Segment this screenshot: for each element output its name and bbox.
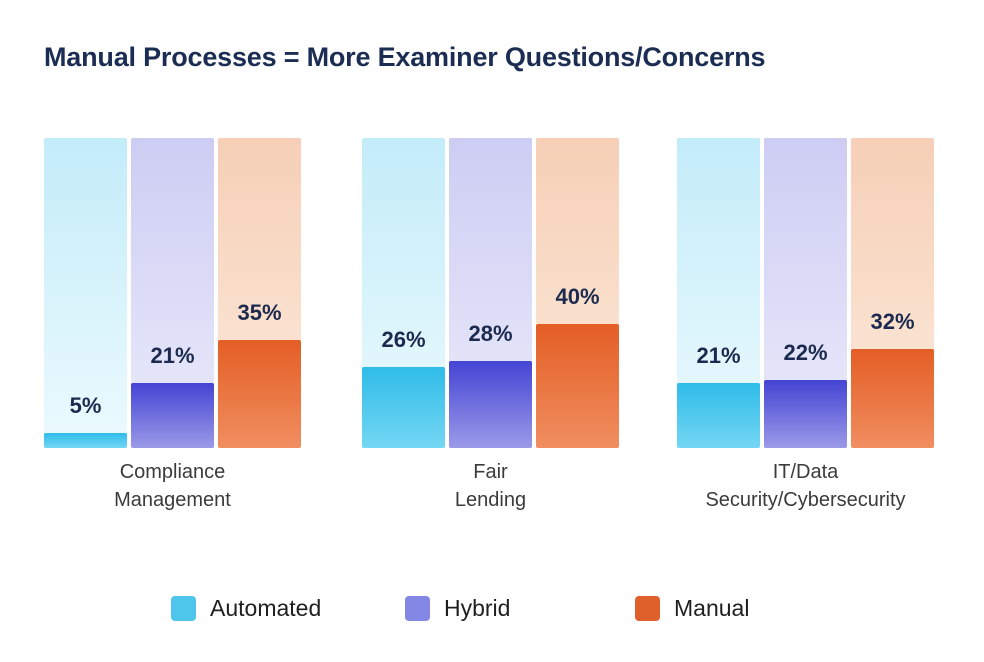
value-label-manual: 32% xyxy=(870,308,915,334)
legend-swatch-automated xyxy=(171,596,196,621)
bar-fill-hybrid xyxy=(131,382,214,448)
category-label: Compliance Management xyxy=(114,461,231,511)
value-label-automated: 26% xyxy=(381,327,426,353)
bar-track-hybrid: 22% xyxy=(764,138,847,448)
bar-fill-manual xyxy=(218,339,301,448)
bar-chart: 5% 21% 35% Compliance Management 26% 28% 40% Fa… xyxy=(44,138,940,511)
bar-fill-automated xyxy=(677,382,760,448)
bar-row: 5% 21% 35% xyxy=(44,138,301,448)
bar-track-hybrid: 28% xyxy=(449,138,532,448)
bar-fill-manual xyxy=(851,348,934,448)
bar-fill-hybrid xyxy=(449,361,532,448)
legend-item-manual: Manual xyxy=(635,596,749,621)
bar-track-automated: 26% xyxy=(362,138,445,448)
bar-track-manual: 32% xyxy=(851,138,934,448)
value-label-hybrid: 21% xyxy=(150,342,195,368)
bar-group-3: 21% 22% 32% IT/Data Security/Cybersecurity xyxy=(677,138,934,514)
value-label-hybrid: 22% xyxy=(783,339,828,365)
value-label-manual: 35% xyxy=(237,299,282,325)
page-title: Manual Processes = More Examiner Questio… xyxy=(44,42,766,72)
legend-label-hybrid: Hybrid xyxy=(444,595,511,621)
value-label-automated: 5% xyxy=(69,392,102,418)
legend-item-automated: Automated xyxy=(171,596,321,621)
bar-fill-manual xyxy=(536,324,619,448)
bar-track-manual: 35% xyxy=(218,138,301,448)
bar-row: 26% 28% 40% xyxy=(362,138,619,448)
bar-group-2: 26% 28% 40% Fair Lending xyxy=(362,138,619,514)
legend-label-manual: Manual xyxy=(674,595,750,621)
bar-fill-hybrid xyxy=(764,379,847,448)
bar-group-1: 5% 21% 35% Compliance Management xyxy=(44,138,301,514)
bar-track-automated: 21% xyxy=(677,138,760,448)
value-label-manual: 40% xyxy=(555,284,600,309)
bar-track-manual: 40% xyxy=(536,138,619,448)
bar-fill-automated xyxy=(44,432,127,448)
value-label-automated: 21% xyxy=(696,342,741,368)
bar-track-automated: 5% xyxy=(44,138,127,448)
legend-swatch-manual xyxy=(635,596,660,621)
legend-item-hybrid: Hybrid xyxy=(405,596,510,621)
legend-label-automated: Automated xyxy=(210,595,322,621)
bar-row: 21% 22% 32% xyxy=(677,138,934,448)
bar-track-hybrid: 21% xyxy=(131,138,214,448)
category-label: IT/Data Security/Cybersecurity xyxy=(705,461,906,511)
category-label: Fair Lending xyxy=(454,461,527,511)
chart-legend: Automated Hybrid Manual xyxy=(0,596,984,626)
legend-swatch-hybrid xyxy=(405,596,430,621)
value-label-hybrid: 28% xyxy=(468,321,513,347)
bar-fill-automated xyxy=(362,367,445,448)
